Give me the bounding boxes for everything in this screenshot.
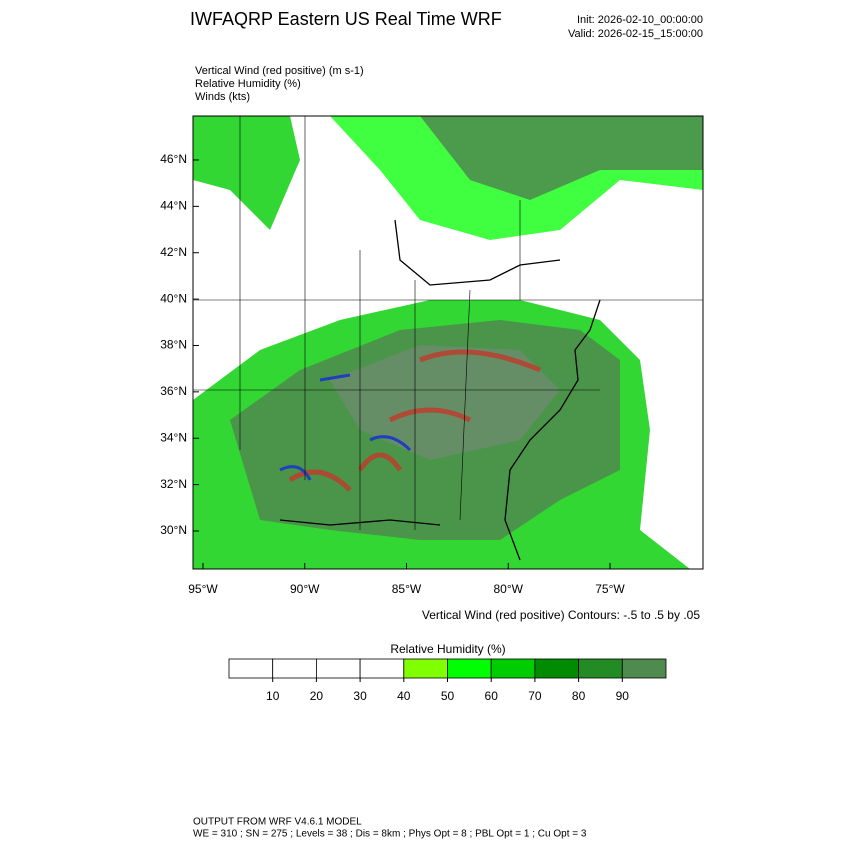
valid-time: Valid: 2026-02-15_15:00:00 xyxy=(568,28,703,40)
field-label: Winds (kts) xyxy=(195,91,250,103)
colorbar-box xyxy=(490,658,536,679)
vertical-wind-contour xyxy=(288,349,541,492)
footer-line: OUTPUT FROM WRF V4.6.1 MODEL xyxy=(193,817,362,828)
lon-tick-label: 95°W xyxy=(188,582,218,596)
colorbar-tick-label: 40 xyxy=(397,689,411,703)
lat-tick-label: 46°N xyxy=(160,152,187,166)
field-label: Vertical Wind (red positive) (m s-1) xyxy=(195,65,364,77)
colorbar-box xyxy=(534,658,580,679)
field-label: Relative Humidity (%) xyxy=(195,78,301,90)
map xyxy=(192,115,704,570)
colorbar-tick-label: 60 xyxy=(485,689,499,703)
humidity-area xyxy=(420,116,703,200)
colorbar-box xyxy=(315,658,361,679)
colorbar-tick-label: 30 xyxy=(353,689,367,703)
map-frame xyxy=(192,115,704,570)
lat-tick-label: 40°N xyxy=(160,291,187,305)
lat-tick-label: 30°N xyxy=(160,523,187,537)
colorbar-box xyxy=(228,658,274,679)
title: IWFAQRP Eastern US Real Time WRF xyxy=(190,9,502,29)
lat-tick-label: 34°N xyxy=(160,430,187,444)
footer-line: WE = 310 ; SN = 275 ; Levels = 38 ; Dis … xyxy=(193,829,587,840)
vertical-wind-contour xyxy=(279,373,412,481)
colorbar-tick-label: 70 xyxy=(528,689,542,703)
lat-tick-label: 36°N xyxy=(160,384,187,398)
lon-tick-label: 75°W xyxy=(595,582,625,596)
colorbar-tick-label: 10 xyxy=(266,689,280,703)
colorbar-tick-label: 90 xyxy=(616,689,630,703)
humidity-area xyxy=(193,116,300,230)
init-time: Init: 2026-02-10_00:00:00 xyxy=(577,14,703,26)
colorbar-tick-label: 20 xyxy=(310,689,324,703)
colorbar-box xyxy=(359,658,405,679)
colorbar-box xyxy=(621,658,667,679)
lat-tick-label: 32°N xyxy=(160,477,187,491)
lat-tick-label: 44°N xyxy=(160,199,187,213)
contour-caption: Vertical Wind (red positive) Contours: -… xyxy=(422,608,700,622)
colorbar-box xyxy=(272,658,317,679)
humidity-area xyxy=(330,345,560,460)
lat-tick-label: 38°N xyxy=(160,338,187,352)
lon-tick-label: 85°W xyxy=(392,582,422,596)
colorbar-tick-label: 80 xyxy=(572,689,586,703)
colorbar-box xyxy=(447,658,492,679)
lat-tick-label: 42°N xyxy=(160,245,187,259)
colorbar-box xyxy=(578,658,623,679)
colorbar-box xyxy=(403,658,448,679)
colorbar-title: Relative Humidity (%) xyxy=(390,642,505,656)
lon-tick-label: 90°W xyxy=(290,582,320,596)
colorbar-tick-label: 50 xyxy=(441,689,455,703)
lon-tick-label: 80°W xyxy=(494,582,524,596)
state-boundary xyxy=(193,116,703,530)
